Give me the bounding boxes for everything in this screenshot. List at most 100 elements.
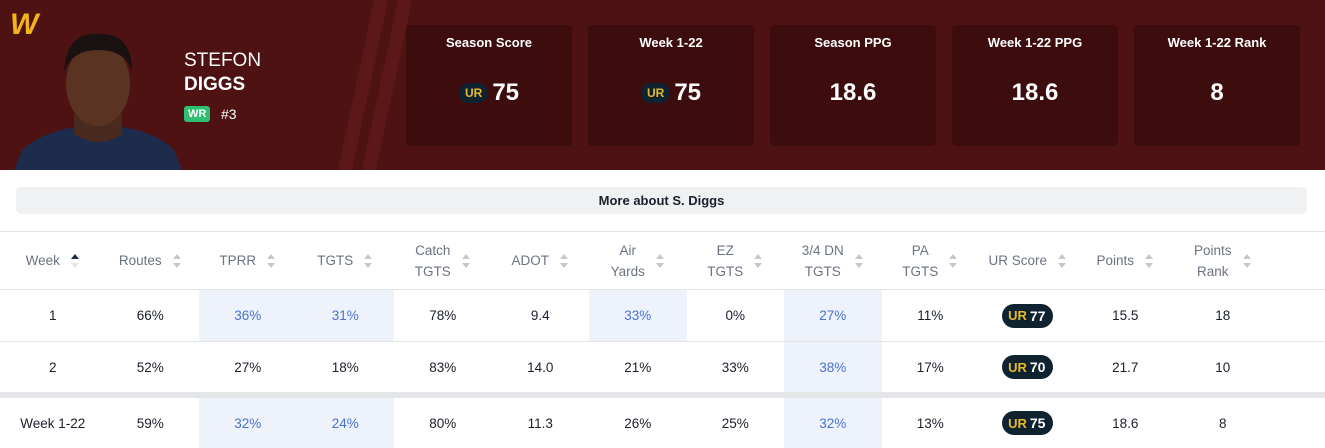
ur-score: 77: [1029, 307, 1046, 324]
stat-value: 18.6: [1011, 79, 1059, 106]
stat-label: Week 1-22 PPG: [987, 35, 1083, 50]
table-cell: 17%: [882, 342, 980, 392]
divider: [0, 231, 1325, 232]
header-text: EZ TGTS: [707, 240, 743, 282]
header-line: Catch: [415, 242, 451, 258]
first-name: STEFON: [184, 50, 262, 71]
column-header[interactable]: 3/4 DN TGTS: [784, 232, 882, 289]
stat-label: Week 1-22: [639, 35, 703, 50]
cell-text: 32%: [234, 415, 262, 431]
header-text: TPRR: [219, 250, 256, 271]
column-header[interactable]: TPRR: [199, 232, 297, 289]
table-cell: 24%: [296, 398, 394, 448]
table-cell: 21.7: [1077, 342, 1175, 392]
sort-icon[interactable]: [1242, 253, 1252, 269]
table-cell: 0%: [687, 290, 785, 341]
divider: [0, 289, 1325, 290]
header-line: TGTS: [902, 263, 939, 279]
cell-text: 25%: [721, 415, 749, 431]
table-cell: 9.4: [492, 290, 590, 341]
column-header[interactable]: UR Score: [979, 232, 1077, 289]
last-name: DIGGS: [184, 74, 246, 95]
cell-text: 9.4: [530, 308, 550, 323]
table-cell: 66%: [102, 290, 200, 341]
ur-badge-logo: UR: [1008, 359, 1027, 375]
table-cell: 8: [1174, 398, 1272, 448]
header-line: TGTS: [707, 263, 744, 279]
header-text: Points Rank: [1194, 240, 1232, 282]
table-cell: 27%: [784, 290, 882, 341]
stat-value-wrap: UR 75: [588, 79, 754, 107]
cell-text: 18%: [331, 359, 359, 375]
column-header[interactable]: Points: [1077, 232, 1175, 289]
sort-icon[interactable]: [172, 253, 182, 269]
cell-text: 24%: [331, 415, 359, 431]
table-cell: 38%: [784, 342, 882, 392]
sort-icon[interactable]: [266, 253, 276, 269]
sort-icon[interactable]: [655, 253, 665, 269]
more-button[interactable]: More about S. Diggs: [16, 187, 1307, 214]
column-header[interactable]: PA TGTS: [882, 232, 980, 289]
column-header[interactable]: Catch TGTS: [394, 232, 492, 289]
header-line: Points: [1096, 253, 1135, 268]
sort-icon[interactable]: [461, 253, 471, 269]
table-cell: 15.5: [1077, 290, 1175, 341]
header-line: Routes: [118, 253, 162, 268]
table-cell: 32%: [199, 398, 297, 448]
table-cell: 31%: [296, 290, 394, 341]
column-header[interactable]: Routes: [102, 232, 200, 289]
header-line: ADOT: [511, 253, 549, 268]
ur-score: 75: [1029, 415, 1046, 431]
cell-text: 21%: [624, 359, 652, 375]
sort-icon[interactable]: [753, 253, 763, 269]
ur-score-badge: UR 77: [1002, 303, 1054, 328]
table-cell: 21%: [589, 342, 687, 392]
table-cell: 13%: [882, 398, 980, 448]
sort-icon[interactable]: [948, 253, 958, 269]
sort-icon[interactable]: [1057, 253, 1067, 269]
table-cell: Week 1-22: [4, 398, 102, 448]
header-text: UR Score: [988, 250, 1047, 271]
sort-icon[interactable]: [1144, 253, 1154, 269]
stat-value-wrap: 18.6: [770, 79, 936, 107]
table-cell: 32%: [784, 398, 882, 448]
divider: [0, 392, 1325, 398]
cell-text: Week 1-22: [20, 415, 86, 431]
column-header[interactable]: Air Yards: [589, 232, 687, 289]
table-cell: 78%: [394, 290, 492, 341]
divider: [0, 341, 1325, 342]
ur-badge-logo: UR: [1008, 415, 1027, 431]
sort-icon[interactable]: [559, 253, 569, 269]
column-header[interactable]: Week: [4, 232, 102, 289]
header-line: Rank: [1196, 263, 1229, 279]
stat-label: Season Score: [446, 35, 532, 50]
cell-text: 33%: [721, 359, 749, 375]
table-cell: 11%: [882, 290, 980, 341]
column-header[interactable]: EZ TGTS: [687, 232, 785, 289]
table-cell: 52%: [102, 342, 200, 392]
stat-card: Season PPG 18.6: [770, 25, 936, 146]
cell-text: 59%: [136, 415, 164, 431]
ur-badge: UR: [640, 83, 671, 103]
table-cell: 18: [1174, 290, 1272, 341]
column-header[interactable]: TGTS: [297, 232, 395, 289]
table-cell: 14.0: [492, 342, 590, 392]
ur-score: 70: [1029, 359, 1046, 375]
team-logo: W: [10, 8, 38, 41]
cell-text: 1: [48, 308, 57, 323]
sort-icon[interactable]: [363, 253, 373, 269]
stat-value: 8: [1210, 79, 1224, 106]
cell-text: 21.7: [1112, 359, 1139, 375]
column-header[interactable]: Points Rank: [1174, 232, 1272, 289]
stat-value: 75: [492, 79, 520, 106]
cell-text: 36%: [234, 308, 262, 323]
sort-icon[interactable]: [70, 253, 80, 269]
header-line: Air: [619, 242, 636, 258]
cell-text: 18.6: [1112, 415, 1139, 431]
column-header[interactable]: ADOT: [492, 232, 590, 289]
table-cell: UR 70: [979, 342, 1077, 392]
sort-icon[interactable]: [854, 253, 864, 269]
table-cell: 25%: [687, 398, 785, 448]
cell-text: 38%: [819, 359, 847, 375]
